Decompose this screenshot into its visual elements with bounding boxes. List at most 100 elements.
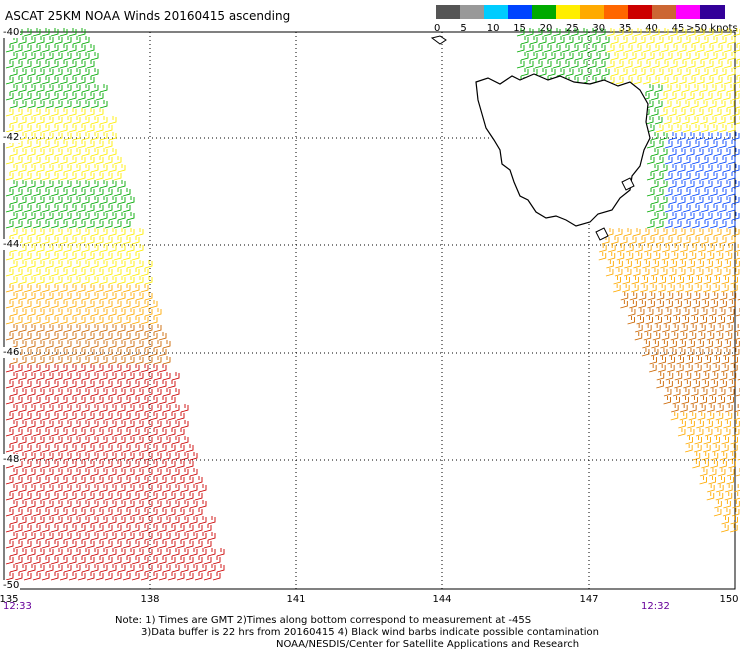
wind-barb	[194, 540, 203, 549]
wind-barb	[733, 492, 740, 501]
wind-barb	[726, 476, 734, 485]
wind-barb	[41, 540, 50, 549]
wind-barb	[23, 540, 32, 549]
wind-barb	[117, 532, 126, 541]
wind-barb	[86, 540, 95, 549]
wind-barb	[95, 572, 104, 581]
wind-barb	[32, 220, 41, 229]
lat-label: -42	[2, 132, 21, 143]
wind-barb	[63, 244, 72, 253]
legend-label: 30	[592, 23, 606, 34]
wind-barb	[664, 236, 673, 245]
wind-barb	[36, 84, 45, 93]
wind-barb	[77, 556, 86, 565]
wind-barb	[668, 180, 677, 189]
wind-barb	[176, 540, 185, 549]
wind-barb	[72, 500, 81, 509]
wind-barb	[77, 492, 86, 501]
wind-barb	[72, 260, 81, 269]
wind-barb	[27, 500, 36, 509]
wind-barb	[5, 60, 14, 69]
wind-barb	[14, 572, 23, 581]
wind-barb	[655, 140, 664, 149]
wind-barb	[86, 460, 95, 469]
wind-barb	[23, 124, 32, 133]
wind-barb	[636, 308, 645, 317]
wind-barb	[5, 380, 14, 389]
wind-barb	[153, 404, 162, 413]
wind-barb	[691, 172, 700, 181]
wind-barb	[45, 548, 54, 557]
wind-barb	[686, 92, 695, 101]
wind-barb	[135, 548, 144, 557]
wind-barb	[5, 556, 14, 565]
wind-barb	[708, 116, 717, 125]
wind-barb	[641, 228, 650, 237]
wind-barb	[77, 348, 86, 357]
wind-barb	[715, 492, 724, 501]
wind-barb	[41, 108, 50, 117]
wind-barb	[77, 44, 86, 53]
wind-barb	[689, 404, 697, 413]
wind-barb	[149, 460, 158, 469]
wind-barb	[713, 228, 722, 237]
wind-barb	[565, 36, 574, 45]
wind-barb	[718, 188, 727, 197]
wind-barb	[99, 372, 108, 381]
wind-barb	[149, 316, 158, 325]
wind-barb	[144, 548, 153, 557]
wind-barb	[68, 508, 77, 517]
wind-barb	[122, 556, 131, 565]
wind-barb	[9, 148, 18, 157]
wind-barb	[77, 476, 86, 485]
wind-barb	[14, 316, 23, 325]
wind-barb	[99, 420, 108, 429]
wind-barb	[23, 492, 32, 501]
wind-barb	[126, 308, 135, 317]
wind-barb	[104, 444, 113, 453]
wind-barb	[36, 516, 45, 525]
wind-barb	[63, 356, 72, 365]
wind-barb	[54, 484, 63, 493]
wind-barb	[90, 244, 99, 253]
wind-barb	[606, 44, 615, 53]
wind-barb	[615, 260, 623, 269]
wind-barb	[709, 204, 718, 213]
wind-barb	[640, 284, 648, 293]
wind-barb	[9, 260, 18, 269]
wind-barb	[18, 532, 27, 541]
wind-barb	[703, 284, 711, 293]
wind-barb	[27, 292, 36, 301]
wind-barb	[90, 532, 99, 541]
wind-barb	[131, 572, 140, 581]
wind-barb	[619, 236, 628, 245]
wind-barb	[36, 276, 45, 285]
wind-barb	[158, 380, 167, 389]
wind-barb	[162, 564, 171, 573]
wind-barb	[41, 396, 50, 405]
wind-barb	[655, 236, 664, 245]
wind-barb	[32, 60, 41, 69]
wind-barb	[694, 356, 702, 365]
wind-barb	[167, 444, 176, 453]
wind-barb	[691, 188, 700, 197]
wind-barb	[718, 140, 727, 149]
wind-barb	[695, 212, 704, 221]
wind-barb	[113, 348, 122, 357]
wind-barb	[728, 380, 736, 389]
wind-barb	[54, 356, 63, 365]
wind-barb	[59, 220, 68, 229]
wind-barb	[140, 316, 149, 325]
wind-barb	[90, 84, 99, 93]
wind-barb	[95, 428, 104, 437]
wind-barb	[104, 572, 113, 581]
wind-barb	[606, 260, 614, 269]
wind-barb	[122, 204, 131, 213]
wind-barb	[632, 228, 641, 237]
wind-barb	[705, 60, 714, 69]
wind-barb	[140, 348, 149, 357]
wind-barb	[667, 364, 675, 373]
wind-barb	[104, 556, 113, 565]
wind-barb	[651, 260, 659, 269]
wind-barb	[23, 268, 32, 277]
